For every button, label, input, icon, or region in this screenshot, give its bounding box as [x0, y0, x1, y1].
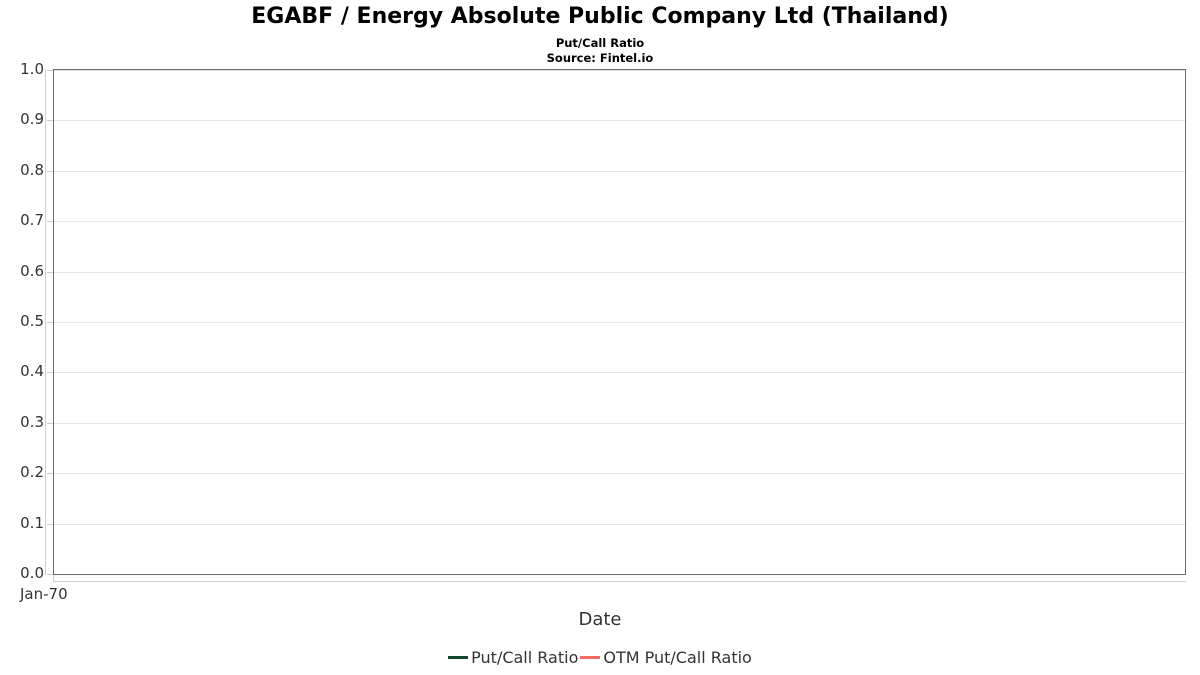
y-axis-tick-label: 0.8 [20, 161, 44, 179]
y-axis-tick-mark [47, 272, 53, 273]
gridline [54, 221, 1185, 222]
legend-swatch-icon-put-call-ratio [448, 656, 469, 659]
y-axis-line [45, 69, 46, 575]
plot-area[interactable] [53, 69, 1186, 575]
plot-gridlines [54, 70, 1185, 574]
y-axis: 0.0 0.1 0.2 0.3 0.4 0.5 0.6 0.7 0.8 0.9 1.0 [0, 60, 53, 582]
gridline [54, 70, 1185, 71]
gridline [54, 423, 1185, 424]
chart-title: EGABF / Energy Absolute Public Company L… [251, 4, 949, 29]
y-axis-tick-label: 0.0 [20, 564, 44, 582]
gridline [54, 372, 1185, 373]
x-axis-tick-mark [53, 575, 54, 581]
legend-label-otm-put-call-ratio: OTM Put/Call Ratio [603, 648, 752, 667]
y-axis-tick-mark [47, 574, 53, 575]
y-axis-tick-mark [47, 221, 53, 222]
x-axis-tick-label-jan70: Jan-70 [20, 585, 68, 603]
y-axis-tick-mark [47, 524, 53, 525]
legend-item-put-call-ratio[interactable]: Put/Call Ratio [448, 648, 578, 667]
y-axis-tick-label: 0.6 [20, 262, 44, 280]
y-axis-tick-mark [47, 473, 53, 474]
x-axis-line [53, 581, 1186, 582]
legend-item-otm-put-call-ratio[interactable]: OTM Put/Call Ratio [580, 648, 752, 667]
y-axis-tick-mark [47, 423, 53, 424]
legend-swatch-icon-otm-put-call-ratio [580, 656, 601, 659]
y-axis-tick-label: 1.0 [20, 60, 44, 78]
y-axis-tick-label: 0.1 [20, 514, 44, 532]
chart-subtitle: Put/Call Ratio [555, 36, 645, 50]
gridline [54, 473, 1185, 474]
y-axis-tick-mark [47, 322, 53, 323]
y-axis-tick-label: 0.9 [20, 110, 44, 128]
y-axis-tick-label: 0.7 [20, 211, 44, 229]
chart-legend: Put/Call Ratio OTM Put/Call Ratio [0, 648, 1200, 667]
gridline [54, 322, 1185, 323]
y-axis-tick-label: 0.5 [20, 312, 44, 330]
y-axis-tick-mark [47, 120, 53, 121]
gridline [54, 120, 1185, 121]
y-axis-tick-label: 0.4 [20, 362, 44, 380]
x-axis-title: Date [578, 609, 622, 630]
gridline [54, 171, 1185, 172]
y-axis-tick-label: 0.3 [20, 413, 44, 431]
y-axis-tick-mark [47, 372, 53, 373]
y-axis-tick-mark [47, 171, 53, 172]
plot-series-layer [54, 70, 1185, 574]
gridline [54, 272, 1185, 273]
y-axis-tick-label: 0.2 [20, 463, 44, 481]
y-axis-tick-mark [47, 70, 53, 71]
gridline [54, 524, 1185, 525]
legend-label-put-call-ratio: Put/Call Ratio [471, 648, 579, 667]
chart-source-attribution: Source: Fintel.io [546, 51, 654, 65]
